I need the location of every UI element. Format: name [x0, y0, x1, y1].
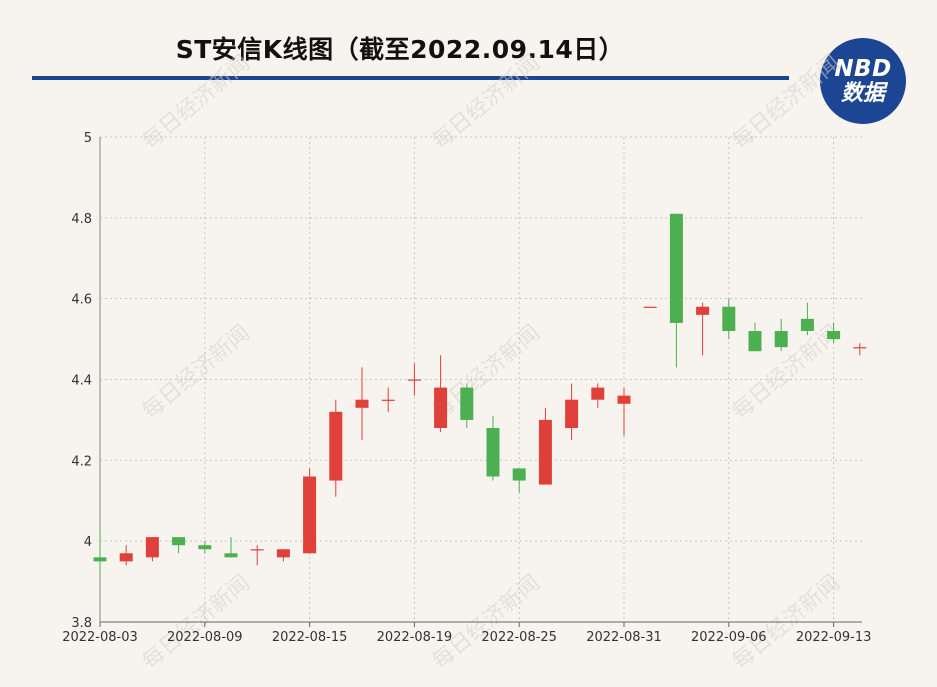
axes: 3.8 4 4.2 4.4 4.6 4.8 5 2022-08-03 2022-08-09 202…: [62, 131, 871, 645]
logo-text-data: 数据: [840, 80, 885, 106]
candle-body: [512, 468, 526, 481]
candle-body: [329, 411, 343, 481]
x-tick-label: 2022-08-15: [272, 630, 348, 645]
candle-body: [486, 428, 500, 477]
watermark-text: 每日经济新闻: [428, 51, 545, 155]
candle-body: [669, 213, 683, 323]
x-tick-label: 2022-08-09: [167, 630, 243, 645]
logo-text-nbd: NBD: [834, 56, 892, 83]
candle-body: [119, 553, 133, 562]
candle-body: [827, 331, 841, 340]
candle: [145, 537, 159, 562]
candle: [93, 525, 107, 578]
watermark-text: 每日经济新闻: [138, 51, 255, 155]
y-tick-label: 4: [84, 535, 92, 550]
candle-body: [538, 419, 552, 485]
candle-body: [696, 306, 710, 315]
candle-body: [250, 549, 264, 551]
candle-body: [774, 331, 788, 348]
y-tick-label: 4.4: [71, 374, 92, 389]
candle-body: [276, 549, 290, 558]
chart-title: ST安信K线图（截至2022.09.14日）: [175, 35, 625, 64]
nbd-data-logo: NBD 数据: [820, 38, 906, 124]
y-tick-label: 4.2: [71, 454, 92, 469]
candle-body: [722, 306, 736, 331]
candle-body: [800, 318, 814, 331]
candle: [774, 318, 788, 352]
x-tick-label: 2022-08-25: [481, 630, 557, 645]
candle: [722, 298, 736, 340]
grid-lines: [99, 136, 862, 622]
candle: [853, 343, 867, 356]
x-tick-label: 2022-09-13: [796, 630, 872, 645]
x-tick-label: 2022-08-03: [62, 630, 138, 645]
candle-body: [643, 306, 657, 308]
candle: [591, 383, 605, 408]
candle: [460, 383, 474, 428]
watermark-text: 每日经济新闻: [728, 51, 845, 155]
candle-body: [617, 395, 631, 404]
candle-body: [172, 537, 186, 546]
y-tick-label: 4.6: [71, 293, 92, 308]
candle: [565, 383, 579, 441]
candle: [643, 306, 657, 308]
candle: [198, 541, 212, 554]
watermark-text: 每日经济新闻: [428, 571, 545, 675]
candle: [827, 322, 841, 344]
candle-body: [303, 476, 317, 554]
y-tick-label: 3.8: [71, 616, 92, 631]
candle: [329, 399, 343, 497]
candle-body: [224, 553, 238, 558]
candle: [669, 213, 683, 368]
candle: [172, 537, 186, 554]
candle-body: [460, 387, 474, 420]
x-tick-label: 2022-09-06: [691, 630, 767, 645]
candle: [355, 367, 369, 441]
title-underline: [32, 76, 789, 80]
candle-body: [853, 347, 867, 349]
candle: [434, 355, 448, 433]
candle: [224, 537, 238, 558]
candle: [696, 302, 710, 356]
candle: [486, 415, 500, 481]
candle-body: [381, 399, 395, 401]
candle-body: [565, 399, 579, 428]
candle: [617, 387, 631, 437]
candles: [93, 213, 867, 578]
candle-body: [93, 557, 107, 562]
candle: [250, 545, 264, 566]
candle: [512, 468, 526, 493]
candle: [407, 363, 421, 396]
candle: [748, 322, 762, 352]
x-tick-label: 2022-08-19: [377, 630, 453, 645]
watermark-text: 每日经济新闻: [138, 321, 255, 425]
candle-body: [748, 331, 762, 352]
candle-body: [591, 387, 605, 400]
candle: [538, 407, 552, 485]
watermark-text: 每日经济新闻: [138, 571, 255, 675]
candle: [276, 549, 290, 562]
x-tick-label: 2022-08-31: [586, 630, 662, 645]
y-tick-label: 4.8: [71, 212, 92, 227]
candle: [800, 302, 814, 336]
candle-body: [434, 387, 448, 428]
candle-body: [198, 545, 212, 550]
candle: [119, 545, 133, 566]
candle-body: [145, 537, 159, 558]
candle-body: [355, 399, 369, 408]
candle: [303, 468, 317, 554]
y-tick-label: 5: [84, 131, 92, 146]
watermark-text: 每日经济新闻: [728, 571, 845, 675]
candle: [381, 387, 395, 412]
candle-body: [407, 379, 421, 381]
